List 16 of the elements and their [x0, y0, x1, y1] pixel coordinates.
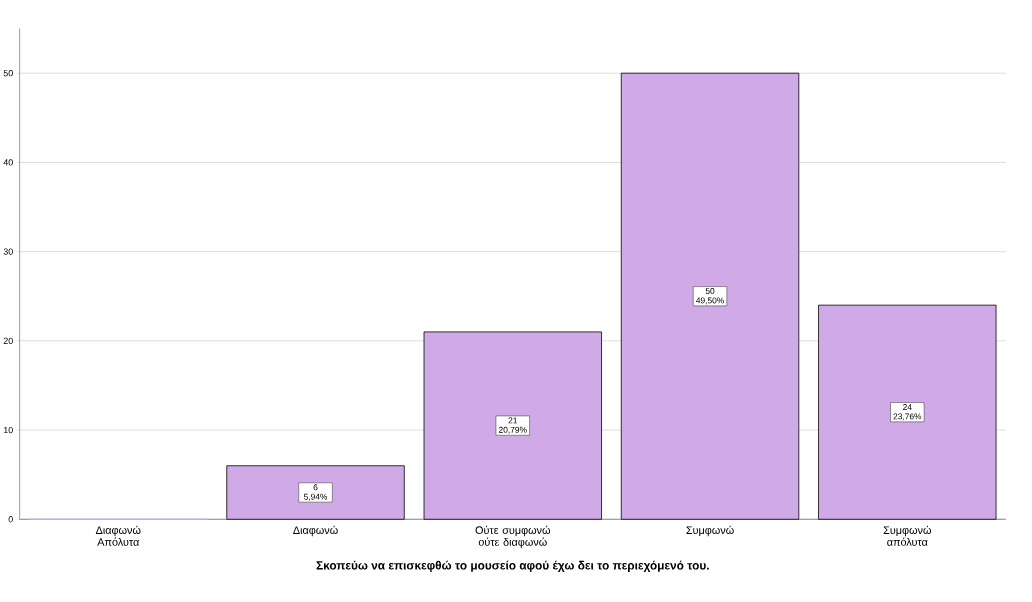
data-label: 24 23,76% [893, 403, 922, 421]
y-tick-label: 10 [3, 426, 13, 434]
x-tick-label: Συμφωνώ [686, 525, 734, 537]
y-tick-label: 50 [3, 69, 13, 77]
x-tick-label: Διαφωνώ Απόλυτα [95, 525, 141, 546]
data-label: 21 20,79% [498, 417, 527, 434]
data-label: 50 49,50% [695, 287, 724, 305]
x-axis-title: Σκοπεύω να επισκεφθώ το μουσείο αφού έχω δει το περιεχόμενό του. [316, 560, 709, 572]
y-tick-label: 0 [8, 516, 13, 523]
x-tick-label: Διαφωνώ [293, 525, 338, 537]
y-tick-label: 40 [3, 159, 13, 166]
y-tick-label: 30 [3, 248, 13, 255]
data-label: 6 5,94% [303, 484, 328, 501]
x-tick-label: Συμφωνώ απόλυτα [883, 525, 932, 546]
y-tick-label: 20 [3, 337, 13, 344]
x-tick-label: Ούτε συμφωνώ ούτε διαφωνώ [475, 525, 551, 548]
